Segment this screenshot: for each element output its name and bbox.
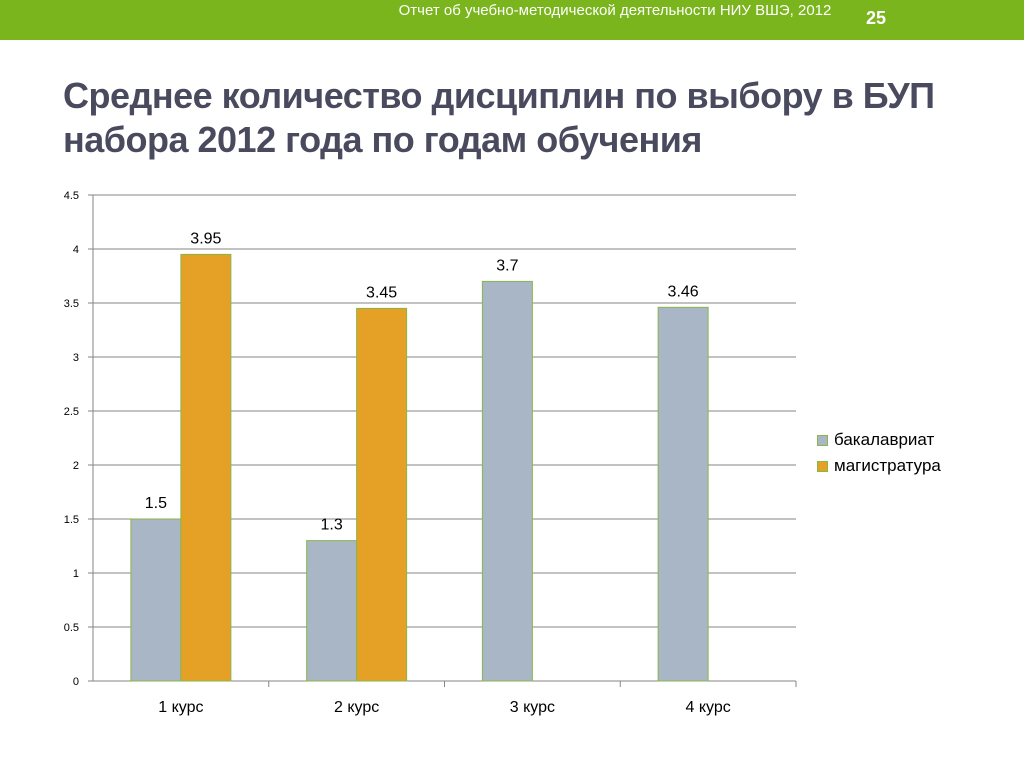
y-tick-label: 2 bbox=[73, 460, 79, 472]
page-number: 25 bbox=[865, 8, 887, 28]
slide-title: Среднее количество дисциплин по выбору в… bbox=[63, 75, 935, 160]
top-bar bbox=[0, 0, 1024, 40]
data-label-bachelor: 3.46 bbox=[668, 283, 699, 300]
bar-master bbox=[356, 307, 408, 682]
data-label-master: 3.45 bbox=[366, 284, 397, 301]
data-label-bachelor: 1.5 bbox=[145, 495, 167, 512]
legend-swatch-bachelor bbox=[817, 434, 828, 446]
x-tick-label: 4 курс bbox=[686, 699, 731, 716]
y-tick-label: 2.5 bbox=[64, 406, 79, 418]
y-tick-label: 4.5 bbox=[64, 190, 79, 202]
bar-master bbox=[180, 253, 232, 682]
x-tick-label: 1 курс bbox=[158, 699, 203, 716]
bar-bachelor bbox=[481, 280, 533, 682]
chart-legend: бакалавриат магистратура bbox=[817, 427, 941, 479]
legend-item-bachelor: бакалавриат bbox=[817, 427, 941, 453]
legend-item-master: магистратура bbox=[817, 453, 941, 479]
y-tick-label: 3.5 bbox=[64, 298, 79, 310]
y-tick-label: 4 bbox=[73, 244, 79, 256]
bar-bachelor bbox=[130, 518, 182, 682]
y-tick-label: 0.5 bbox=[64, 622, 79, 634]
data-label-bachelor: 3.7 bbox=[496, 257, 518, 274]
legend-label-master: магистратура bbox=[834, 456, 941, 475]
y-tick-label: 0 bbox=[73, 676, 79, 688]
y-tick-label: 1 bbox=[73, 568, 79, 580]
bar-bachelor bbox=[306, 540, 358, 682]
y-tick-label: 1.5 bbox=[64, 514, 79, 526]
data-label-master: 3.95 bbox=[190, 230, 221, 247]
legend-label-bachelor: бакалавриат bbox=[834, 430, 935, 449]
y-tick-label: 3 bbox=[73, 352, 79, 364]
legend-swatch-master bbox=[817, 460, 828, 472]
report-title: Отчет об учебно-методической деятельност… bbox=[398, 2, 832, 19]
x-tick-label: 2 курс bbox=[334, 699, 379, 716]
data-label-bachelor: 1.3 bbox=[321, 517, 343, 534]
x-tick-label: 3 курс bbox=[510, 699, 555, 716]
bar-bachelor bbox=[657, 306, 709, 682]
